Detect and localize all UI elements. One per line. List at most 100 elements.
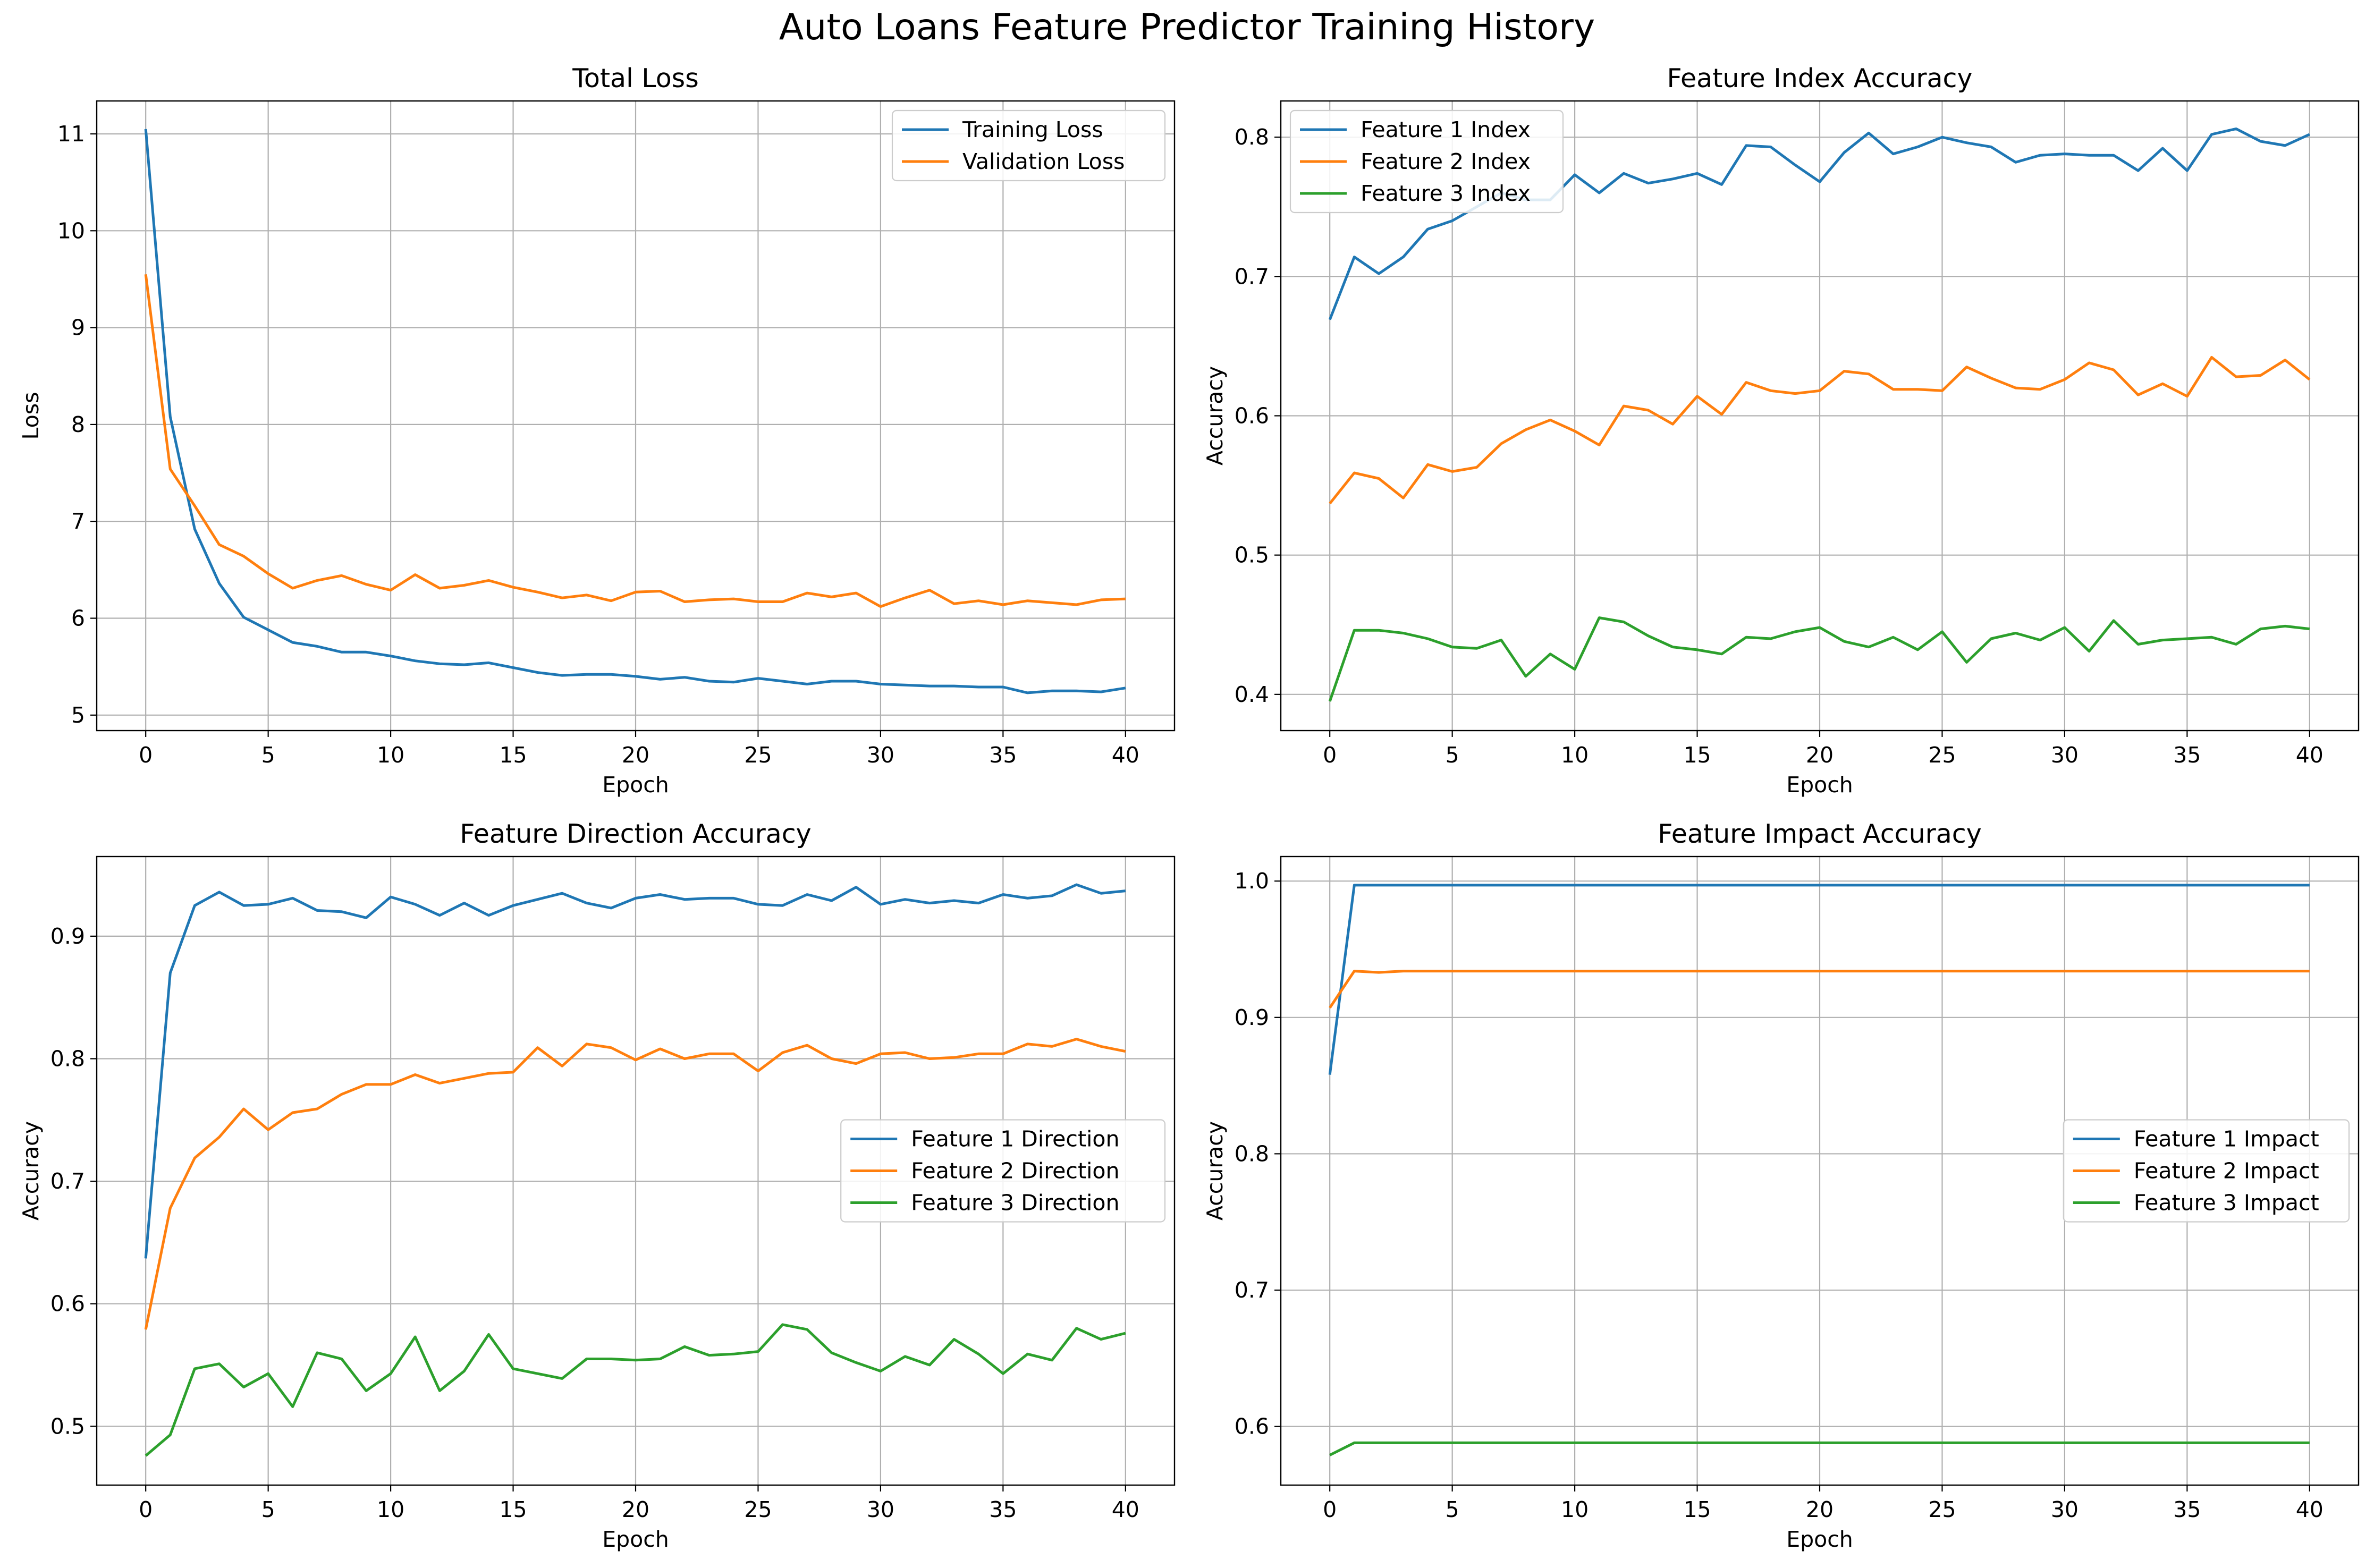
series-line-1 — [1328, 884, 2310, 1075]
x-tick-label: 40 — [1112, 1497, 1139, 1522]
x-tick-label: 0 — [139, 742, 153, 768]
y-tick-label: 0.8 — [1235, 124, 1269, 150]
legend: Feature 1 Impact Feature 2 Impact Feature … — [2063, 1119, 2350, 1223]
x-tick-label: 15 — [499, 742, 527, 768]
x-tick-label: 10 — [377, 742, 404, 768]
x-tick-label: 25 — [744, 742, 772, 768]
legend-label: Training Loss — [962, 117, 1103, 142]
axes-frame — [1280, 100, 2360, 732]
legend-label: Feature 2 Index — [1361, 149, 1531, 174]
subplot-title: Feature Direction Accuracy — [460, 819, 811, 849]
x-tick-label: 30 — [2051, 742, 2079, 768]
x-tick-label: 10 — [1561, 1497, 1589, 1522]
legend-label: Feature 1 Direction — [911, 1126, 1119, 1152]
legend-box — [891, 109, 1166, 182]
legend-label: Feature 3 Index — [1361, 181, 1531, 206]
legend-label: Validation Loss — [962, 149, 1125, 174]
y-tick-label: 0.5 — [50, 1413, 85, 1439]
legend-label: Feature 3 Direction — [911, 1190, 1119, 1216]
x-tick-label: 25 — [744, 1497, 772, 1522]
x-tick-label: 10 — [1561, 742, 1589, 768]
subplot-1: 0 5 10 15 20 25 30 35 40 5 6 7 8 9 10 11 Total Loss Epoch… — [18, 63, 1176, 798]
x-tick-label: 25 — [1928, 1497, 1956, 1522]
y-tick-label: 0.6 — [1235, 1414, 1269, 1439]
y-axis-label: Accuracy — [1202, 366, 1228, 465]
x-tick-label: 0 — [1323, 742, 1337, 768]
subplot-title: Feature Impact Accuracy — [1658, 819, 1982, 849]
x-tick-label: 5 — [1446, 1497, 1459, 1522]
y-tick-label: 1.0 — [1235, 868, 1269, 894]
y-tick-label: 0.8 — [1235, 1141, 1269, 1166]
axes-frame — [96, 100, 1176, 732]
legend-box — [1289, 109, 1564, 214]
legend: Feature 1 Direction Feature 2 Direction Fe… — [840, 1119, 1166, 1223]
y-tick-label: 0.5 — [1235, 543, 1269, 568]
y-tick-label: 5 — [71, 702, 85, 728]
subplot-title: Total Loss — [572, 63, 699, 94]
x-tick-label: 40 — [1112, 742, 1139, 768]
x-tick-label: 20 — [1806, 1497, 1834, 1522]
x-tick-label: 20 — [622, 1497, 649, 1522]
x-axis-label: Epoch — [602, 772, 669, 798]
y-tick-label: 0.8 — [50, 1046, 85, 1071]
x-tick-label: 35 — [989, 742, 1017, 768]
legend-label: Feature 3 Impact — [2134, 1190, 2319, 1216]
series-line-3 — [1328, 616, 2310, 702]
y-tick-label: 6 — [71, 606, 85, 631]
x-tick-label: 5 — [261, 1497, 275, 1522]
y-tick-label: 11 — [57, 121, 85, 147]
series-line-2 — [144, 274, 1126, 608]
y-tick-label: 0.7 — [1235, 1277, 1269, 1303]
x-axis-label: Epoch — [1786, 1527, 1853, 1552]
series-line-2 — [1329, 355, 2311, 505]
axes-frame — [96, 855, 1176, 1486]
legend-label: Feature 1 Impact — [2134, 1126, 2319, 1152]
series-line-1 — [144, 883, 1126, 1259]
x-tick-label: 20 — [1806, 742, 1834, 768]
y-tick-label: 0.9 — [1235, 1005, 1269, 1030]
x-axis-label: Epoch — [1786, 772, 1853, 798]
series-line-2 — [1329, 970, 2310, 1009]
x-tick-label: 30 — [2051, 1497, 2079, 1522]
x-tick-label: 35 — [2173, 1497, 2201, 1522]
y-tick-label: 0.9 — [50, 923, 85, 949]
x-tick-label: 35 — [2173, 742, 2201, 768]
subplot-title: Feature Index Accuracy — [1667, 63, 1973, 94]
y-axis-label: Accuracy — [1202, 1121, 1228, 1221]
axes-frame — [1280, 855, 2360, 1486]
legend-box — [840, 1119, 1166, 1223]
x-tick-label: 10 — [377, 1497, 404, 1522]
x-tick-label: 30 — [867, 1497, 894, 1522]
legend: Feature 1 Index Feature 2 Index Feature 3 … — [1289, 109, 1564, 214]
x-tick-label: 40 — [2296, 742, 2324, 768]
x-tick-label: 5 — [1446, 742, 1459, 768]
y-tick-label: 10 — [57, 218, 85, 243]
y-axis-label: Loss — [18, 392, 44, 440]
y-tick-label: 7 — [71, 508, 85, 534]
x-tick-label: 20 — [622, 742, 649, 768]
y-tick-label: 0.7 — [1235, 264, 1269, 289]
y-tick-label: 8 — [71, 412, 85, 437]
subplot-4: 0 5 10 15 20 25 30 35 40 0.6 0.7 0.8 0.9 1.0 Feature I… — [1202, 819, 2360, 1552]
legend: Training Loss Validation Loss — [891, 109, 1166, 182]
legend-label: Feature 2 Direction — [911, 1158, 1119, 1184]
series-line-1 — [144, 129, 1126, 694]
x-tick-label: 25 — [1928, 742, 1956, 768]
x-tick-label: 0 — [1323, 1497, 1337, 1522]
series-line-3 — [145, 1323, 1126, 1457]
x-tick-label: 15 — [1683, 742, 1711, 768]
y-axis-label: Accuracy — [18, 1121, 44, 1221]
figure-title: Auto Loans Feature Predictor Training Hi… — [779, 6, 1595, 48]
y-tick-label: 0.4 — [1235, 682, 1269, 707]
x-tick-label: 30 — [867, 742, 894, 768]
subplot-2: 0 5 10 15 20 25 30 35 40 0.4 0.5 0.6 0.7 0.8 Feature I… — [1202, 63, 2360, 798]
x-tick-label: 15 — [499, 1497, 527, 1522]
subplot-3: 0 5 10 15 20 25 30 35 40 0.5 0.6 0.7 0.8 0.9 Feature D… — [18, 819, 1176, 1552]
legend-label: Feature 2 Impact — [2134, 1158, 2319, 1184]
y-tick-label: 0.6 — [1235, 403, 1269, 429]
x-tick-label: 0 — [139, 1497, 153, 1522]
legend-box — [2063, 1119, 2350, 1223]
series-line-3 — [1329, 1441, 2310, 1456]
x-tick-label: 5 — [261, 742, 275, 768]
